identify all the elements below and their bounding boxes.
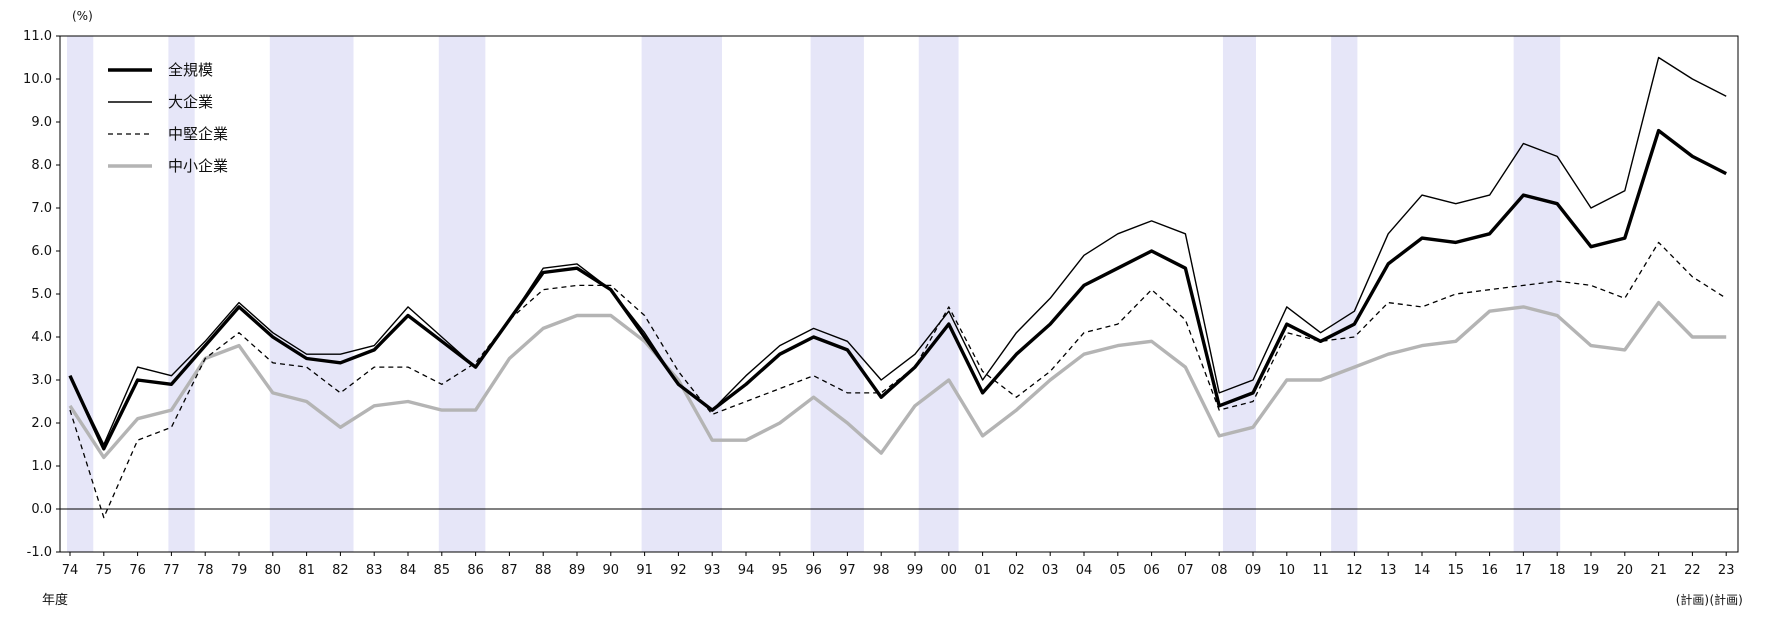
shade-band-1: [168, 36, 195, 552]
x-tick-label: 04: [1076, 563, 1093, 578]
shade-band-9: [1513, 36, 1561, 552]
recession-shading: [67, 36, 1561, 552]
x-tick-label: 22: [1684, 563, 1701, 578]
y-tick-label: -1.0: [27, 545, 52, 560]
shade-band-0: [67, 36, 94, 552]
x-tick-label: 05: [1110, 563, 1127, 578]
y-axis-unit-label: (%): [72, 9, 93, 23]
x-tick-label: 23: [1718, 563, 1735, 578]
x-tick-label: 15: [1448, 563, 1465, 578]
plan-label: (計画): [1676, 592, 1709, 607]
x-tick-label: 09: [1245, 563, 1262, 578]
plan-label: (計画): [1710, 592, 1743, 607]
x-tick-label: 89: [569, 563, 586, 578]
x-tick-label: 75: [96, 563, 113, 578]
x-tick-label: 01: [974, 563, 991, 578]
x-tick-label: 76: [129, 563, 146, 578]
series-lines: [68, 56, 1727, 519]
y-tick-label: 1.0: [31, 459, 52, 474]
x-tick-label: 77: [163, 563, 180, 578]
shade-band-4: [641, 36, 722, 552]
y-tick-label: 10.0: [23, 72, 52, 87]
y-tick-label: 8.0: [31, 158, 52, 173]
axes: [56, 35, 1739, 556]
legend-label-3: 中小企業: [168, 157, 228, 175]
x-tick-label: 88: [535, 563, 552, 578]
legend-label-1: 大企業: [168, 93, 213, 111]
y-tick-label: 2.0: [31, 416, 52, 431]
x-tick-label: 19: [1583, 563, 1600, 578]
x-tick-label: 79: [231, 563, 248, 578]
tick-labels: 11.0 10.0 9.0 8.0 7.0 6.0 5.0 4.0 3.0 2.0 1.0 0.0 -1…: [23, 29, 1743, 607]
x-tick-label: 17: [1515, 563, 1532, 578]
legend-label-2: 中堅企業: [168, 125, 228, 143]
x-tick-label: 16: [1481, 563, 1498, 578]
series-line-3: [68, 300, 1727, 460]
x-tick-label: 78: [197, 563, 214, 578]
x-tick-label: 13: [1380, 563, 1397, 578]
x-tick-label: 20: [1617, 563, 1634, 578]
shade-band-3: [438, 36, 486, 552]
x-tick-label: 91: [636, 563, 653, 578]
x-axis-year-label: 年度: [42, 592, 68, 608]
x-tick-label: 80: [265, 563, 282, 578]
y-tick-label: 3.0: [31, 373, 52, 388]
x-tick-label: 92: [670, 563, 687, 578]
series-line-1: [69, 56, 1727, 446]
x-tick-label: 98: [873, 563, 890, 578]
shade-band-8: [1331, 36, 1358, 552]
x-tick-label: 97: [839, 563, 856, 578]
x-tick-label: 11: [1312, 563, 1329, 578]
x-tick-label: 95: [772, 563, 789, 578]
y-tick-label: 4.0: [31, 330, 52, 345]
x-tick-label: 02: [1008, 563, 1025, 578]
x-tick-label: 90: [603, 563, 620, 578]
x-tick-label: 08: [1211, 563, 1228, 578]
x-tick-label: 21: [1650, 563, 1667, 578]
x-tick-label: 07: [1177, 563, 1194, 578]
x-tick-label: 84: [400, 563, 417, 578]
shade-band-7: [1222, 36, 1256, 552]
x-tick-label: 85: [434, 563, 451, 578]
shade-band-6: [918, 36, 959, 552]
x-tick-label: 96: [805, 563, 822, 578]
y-tick-label: 6.0: [31, 244, 52, 259]
shade-band-2: [269, 36, 354, 552]
y-tick-label: 9.0: [31, 115, 52, 130]
x-tick-label: 87: [501, 563, 518, 578]
x-tick-label: 99: [907, 563, 924, 578]
x-tick-label: 12: [1346, 563, 1363, 578]
x-tick-label: 94: [738, 563, 755, 578]
x-tick-label: 03: [1042, 563, 1059, 578]
x-tick-label: 86: [467, 563, 484, 578]
y-tick-label: 11.0: [23, 29, 52, 44]
x-tick-label: 06: [1143, 563, 1160, 578]
x-tick-label: 81: [298, 563, 315, 578]
series-line-0: [68, 128, 1727, 451]
x-tick-label: 93: [704, 563, 721, 578]
x-tick-label: 82: [332, 563, 349, 578]
y-tick-label: 7.0: [31, 201, 52, 216]
x-tick-label: 83: [366, 563, 383, 578]
x-tick-label: 00: [941, 563, 958, 578]
x-tick-label: 74: [62, 563, 79, 578]
shade-band-5: [810, 36, 864, 552]
x-tick-label: 18: [1549, 563, 1566, 578]
x-tick-label: 10: [1279, 563, 1296, 578]
legend-label-0: 全規模: [168, 61, 213, 79]
x-tick-label: 14: [1414, 563, 1431, 578]
y-tick-label: 5.0: [31, 287, 52, 302]
y-tick-label: 0.0: [31, 502, 52, 517]
